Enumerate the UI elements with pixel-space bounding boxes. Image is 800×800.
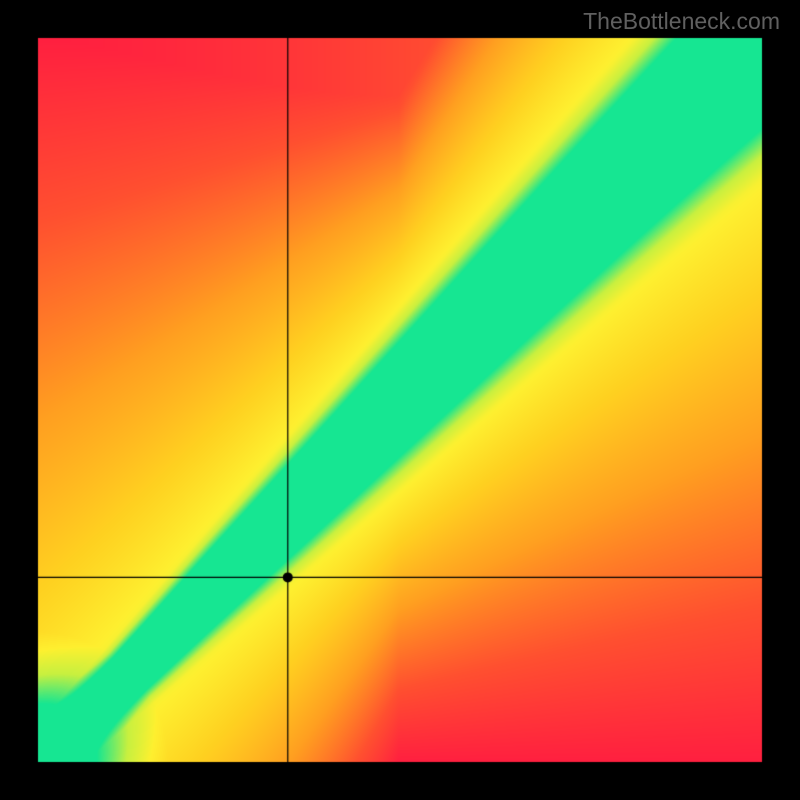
chart-container: TheBottleneck.com [0, 0, 800, 800]
watermark-text: TheBottleneck.com [583, 8, 780, 35]
bottleneck-heatmap [0, 0, 800, 800]
